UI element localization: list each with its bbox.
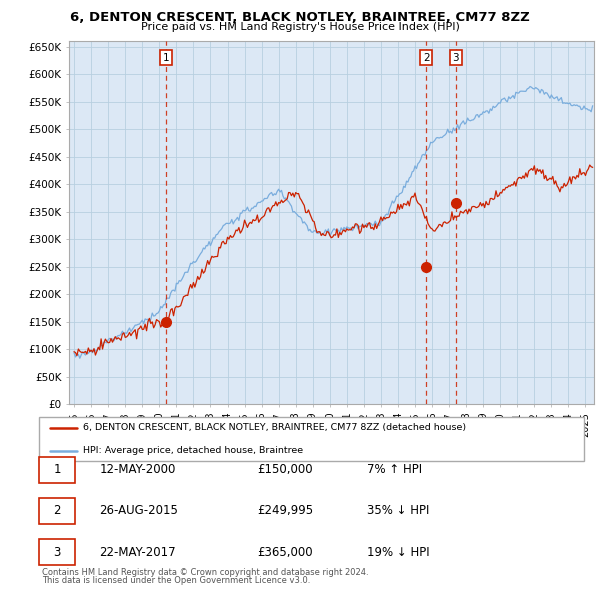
Text: 6, DENTON CRESCENT, BLACK NOTLEY, BRAINTREE, CM77 8ZZ (detached house): 6, DENTON CRESCENT, BLACK NOTLEY, BRAINT… [83,424,466,432]
Bar [39,539,74,565]
Text: 3: 3 [452,53,459,63]
Text: 2: 2 [423,53,430,63]
Text: 1: 1 [163,53,169,63]
Text: Contains HM Land Registry data © Crown copyright and database right 2024.: Contains HM Land Registry data © Crown c… [42,568,368,577]
Bar [39,498,74,524]
Text: 26-AUG-2015: 26-AUG-2015 [100,504,178,517]
Text: 7% ↑ HPI: 7% ↑ HPI [367,463,422,476]
Text: 1: 1 [53,463,61,476]
Text: HPI: Average price, detached house, Braintree: HPI: Average price, detached house, Brai… [83,446,303,455]
Text: 19% ↓ HPI: 19% ↓ HPI [367,546,430,559]
Text: This data is licensed under the Open Government Licence v3.0.: This data is licensed under the Open Gov… [42,576,310,585]
Text: £150,000: £150,000 [257,463,313,476]
Text: 2: 2 [53,504,61,517]
Text: 3: 3 [53,546,61,559]
Text: 22-MAY-2017: 22-MAY-2017 [100,546,176,559]
Text: 35% ↓ HPI: 35% ↓ HPI [367,504,430,517]
Text: 6, DENTON CRESCENT, BLACK NOTLEY, BRAINTREE, CM77 8ZZ: 6, DENTON CRESCENT, BLACK NOTLEY, BRAINT… [70,11,530,24]
Text: £249,995: £249,995 [257,504,313,517]
Text: £365,000: £365,000 [257,546,313,559]
Bar [39,457,74,483]
Text: Price paid vs. HM Land Registry's House Price Index (HPI): Price paid vs. HM Land Registry's House … [140,22,460,32]
Text: 12-MAY-2000: 12-MAY-2000 [100,463,176,476]
